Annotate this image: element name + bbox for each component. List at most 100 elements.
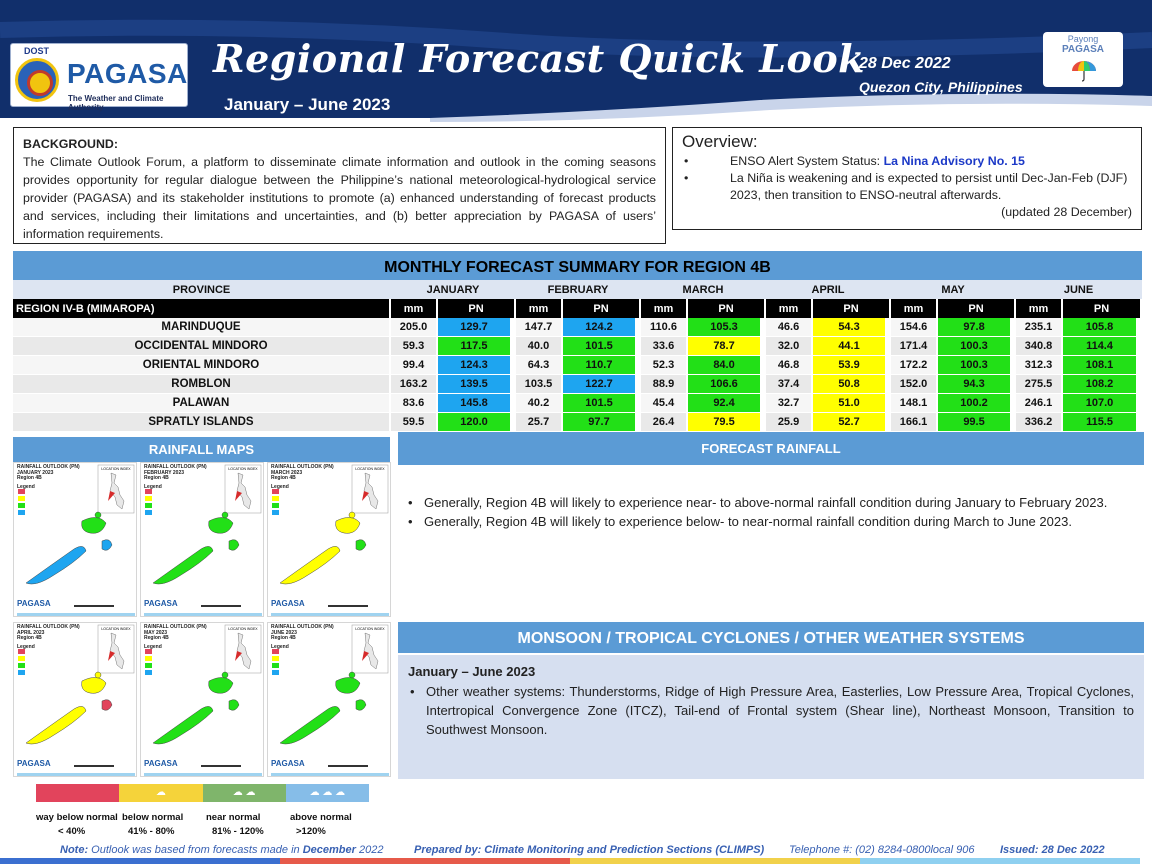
mm-cell: 103.5 (516, 375, 564, 394)
mm-cell: 163.2 (391, 375, 438, 394)
mm-cell: 46.6 (766, 318, 814, 337)
forecast-table-title: MONTHLY FORECAST SUMMARY FOR REGION 4B (13, 251, 1142, 280)
palawan-shape (152, 706, 214, 745)
month-header: APRIL (766, 280, 892, 299)
enso-note: La Niña is weakening and is expected to … (730, 171, 1128, 202)
region-highlight-icon (235, 491, 242, 501)
rainfall-map-title: RAINFALL OUTLOOK (PN) (271, 624, 334, 630)
rainfall-map-logo: PAGASA (271, 759, 305, 768)
pn-cell: 115.5 (1063, 413, 1143, 432)
mm-cell: 59.5 (391, 413, 438, 432)
pn-cell: 124.2 (563, 318, 642, 337)
footer-note-month: December (302, 844, 356, 856)
map-legend-swatch (272, 496, 279, 501)
footer-note-year: 2022 (355, 844, 384, 856)
rainfall-map-graphic: LOCATION INDEX (271, 464, 389, 616)
table-row: MARINDUQUE 205.0 129.7 147.7 124.2 110.6 105.3… (13, 318, 1143, 337)
table-row: ROMBLON 163.2 139.5 103.5 122.7 88.9 106.6 37.4… (13, 375, 1143, 394)
footer-note-text: Outlook was based from forecasts made in (88, 844, 303, 856)
pn-cell: 101.5 (563, 337, 642, 356)
marinduque-shape (94, 671, 102, 679)
rainfall-map-region: Region 4B (144, 475, 169, 481)
weather-systems-title: MONSOON / TROPICAL CYCLONES / OTHER WEAT… (398, 622, 1144, 653)
romblon-shape (101, 699, 113, 711)
map-legend-swatch (145, 503, 152, 508)
background-colon: : (113, 137, 119, 151)
table-month-header-row: PROVINCE JANUARY FEBRUARY MARCH APRIL MAY JUN… (13, 280, 1143, 299)
pn-cell: 145.8 (438, 394, 517, 413)
cloud-icon: ☁ ☁ ☁ (309, 787, 346, 798)
weather-systems-body: January – June 2023 Other weather system… (398, 655, 1144, 779)
mindoro-shape (208, 677, 234, 694)
map-footer-stripe (144, 613, 262, 616)
rainfall-map-legend-label: Legend (144, 643, 162, 650)
legend-label: below normal 41% - 80% (122, 811, 208, 839)
map-legend-swatch (18, 489, 25, 494)
footer: Note: Outlook was based from forecasts m… (0, 842, 1152, 864)
footer-prepared: Prepared by: Climate Monitoring and Pred… (414, 844, 765, 856)
rainfall-map: RAINFALL OUTLOOK (PN) MAY 2023 Region 4B Le… (140, 622, 264, 777)
legend-category: near normal (206, 812, 261, 823)
forecast-table: PROVINCE JANUARY FEBRUARY MARCH APRIL MAY JUN… (13, 280, 1143, 432)
month-header: MARCH (641, 280, 767, 299)
footer-telephone: Telephone #: (02) 8284-0800local 906 (789, 844, 975, 856)
scale-bar (328, 765, 368, 767)
rainfall-legend-bar: ☁ ☁ ☁ ☁ ☁ ☁ (36, 784, 369, 802)
rainfall-map-legend-label: Legend (271, 643, 289, 650)
map-legend-swatch (18, 503, 25, 508)
scale-bar (201, 765, 241, 767)
rainfall-map-month: MAY 2023 (144, 629, 168, 636)
rainfall-map-title: RAINFALL OUTLOOK (PN) (17, 464, 80, 470)
cloud-icon: ☁ ☁ (232, 787, 256, 798)
mm-cell: 88.9 (641, 375, 689, 394)
table-row: OCCIDENTAL MINDORO 59.3 117.5 40.0 101.5 33.6… (13, 337, 1143, 356)
rainfall-map-region: Region 4B (17, 635, 42, 641)
footer-bar-blue (0, 858, 280, 864)
mm-cell: 32.7 (766, 394, 814, 413)
pn-cell: 53.9 (813, 356, 892, 375)
map-legend-swatch (145, 656, 152, 661)
palawan-shape (152, 546, 214, 585)
overview-title: Overview: (682, 132, 758, 151)
pn-cell: 50.8 (813, 375, 892, 394)
footer-issued: Issued: 28 Dec 2022 (1000, 844, 1105, 856)
pn-header: PN (813, 299, 892, 318)
region-highlight-icon (108, 651, 115, 661)
mm-header: mm (641, 299, 689, 318)
pn-cell: 84.0 (688, 356, 767, 375)
overview-box: Overview: ENSO Alert System Status: La N… (672, 127, 1142, 230)
mm-cell: 52.3 (641, 356, 689, 375)
map-legend-swatch (18, 649, 25, 654)
mm-cell: 205.0 (391, 318, 438, 337)
mm-cell: 166.1 (891, 413, 939, 432)
forecast-rainfall-bullet: Generally, Region 4B will likely to expe… (406, 493, 1133, 512)
rainfall-map-region: Region 4B (271, 635, 296, 641)
legend-swatch: ☁ (119, 784, 203, 802)
map-legend-swatch (145, 510, 152, 515)
rainfall-map-logo: PAGASA (17, 599, 51, 608)
table-body: MARINDUQUE 205.0 129.7 147.7 124.2 110.6 105.3… (13, 318, 1143, 432)
cloud-icon: ☁ (155, 787, 166, 798)
mm-cell: 148.1 (891, 394, 939, 413)
pn-cell: 139.5 (438, 375, 517, 394)
pn-header: PN (438, 299, 517, 318)
rainfall-maps-grid: RAINFALL OUTLOOK (PN) JANUARY 2023 Region … (13, 462, 391, 780)
palawan-shape (25, 546, 87, 585)
region-highlight-icon (108, 491, 115, 501)
overview-updated: (updated 28 December) (1001, 205, 1132, 219)
pn-cell: 97.7 (563, 413, 642, 432)
rainfall-map-month: MARCH 2023 (271, 469, 303, 476)
romblon-shape (355, 539, 367, 551)
rainfall-map-logo: PAGASA (271, 599, 305, 608)
legend-range: < 40% (58, 826, 86, 837)
pn-header: PN (938, 299, 1017, 318)
romblon-shape (101, 539, 113, 551)
legend-category: way below normal (36, 812, 118, 823)
month-header: FEBRUARY (516, 280, 642, 299)
rainfall-maps-title: RAINFALL MAPS (13, 437, 390, 462)
rainfall-map-logo: PAGASA (144, 759, 178, 768)
palawan-shape (279, 706, 341, 745)
rainfall-map-title: RAINFALL OUTLOOK (PN) MAY 2023 Region 4B Le… (144, 624, 214, 650)
mm-cell: 312.3 (1016, 356, 1064, 375)
month-header: JUNE (1016, 280, 1143, 299)
